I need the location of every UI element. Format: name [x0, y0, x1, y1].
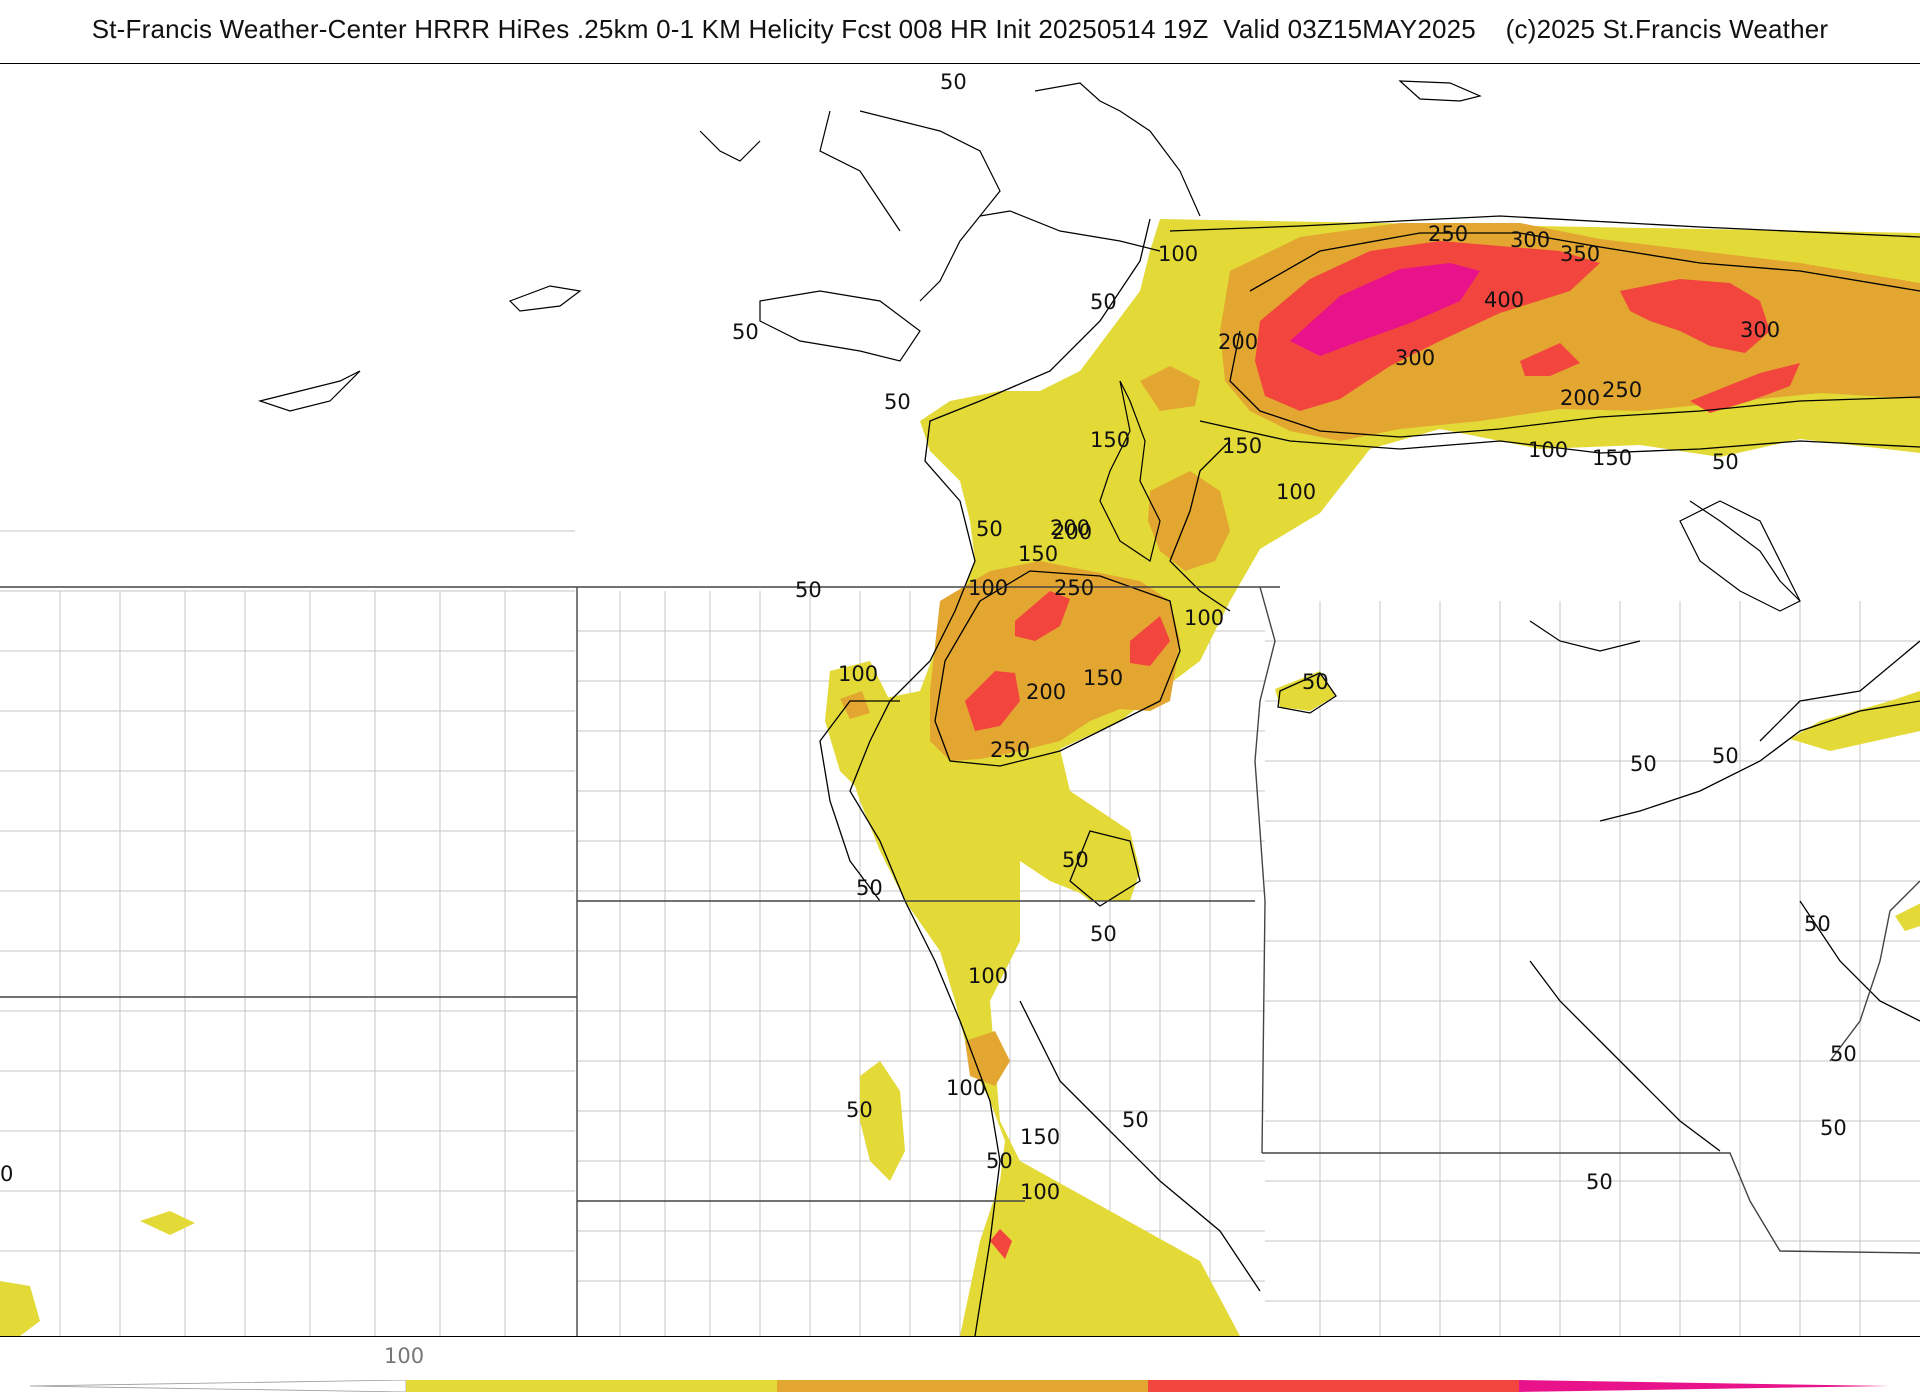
contour-label: 50 — [1712, 744, 1739, 768]
helicity-map: 50 100 50 50 50 50 50 150 200 150 100 20… — [0, 63, 1920, 1337]
colorbar-tick-label: 100 — [384, 1344, 425, 1368]
helicity-contours — [819, 215, 1920, 1336]
contour-label: 250 — [990, 738, 1030, 762]
contour-label: 200 — [1052, 520, 1092, 544]
contour-label: 50 — [884, 390, 911, 414]
contour-label: 50 — [1090, 290, 1117, 314]
contour-label: 200 — [1026, 680, 1066, 704]
colorbar-bin-1 — [406, 1380, 777, 1392]
contour-label: 50 — [1712, 450, 1739, 474]
contour-label: 200 — [1218, 330, 1258, 354]
contour-label: 100 — [1020, 1180, 1060, 1204]
contour-label: 50 — [846, 1098, 873, 1122]
contour-label: 150 — [1592, 446, 1632, 470]
contour-label: 100 — [1276, 480, 1316, 504]
contour-label: 250 — [1602, 378, 1642, 402]
contour-label: 50 — [1820, 1116, 1847, 1140]
contour-label: 100 — [946, 1076, 986, 1100]
contour-label: 100 — [968, 576, 1008, 600]
contour-label: 50 — [1122, 1108, 1149, 1132]
contour-label: 50 — [940, 70, 967, 94]
contour-label: 50 — [1586, 1170, 1613, 1194]
contour-label: 50 — [1830, 1042, 1857, 1066]
contour-label: 50 — [732, 320, 759, 344]
contour-label: 100 — [838, 662, 878, 686]
contour-label: 200 — [1560, 386, 1600, 410]
contour-label: 250 — [1428, 222, 1468, 246]
state-borders — [0, 586, 1920, 1336]
colorbar-bin-0 — [30, 1380, 407, 1392]
contour-labels: 50 100 50 50 50 50 50 150 200 150 100 20… — [0, 70, 1857, 1204]
colorbar-bin-2 — [777, 1380, 1148, 1392]
contour-label: 50 — [856, 876, 883, 900]
contour-label: 50 — [1302, 670, 1329, 694]
contour-label: 300 — [1740, 318, 1780, 342]
contour-label: 100 — [1184, 606, 1224, 630]
map-title: St-Francis Weather-Center HRRR HiRes .25… — [91, 14, 1829, 44]
contour-label: 0 — [0, 1162, 13, 1186]
contour-label: 50 — [1630, 752, 1657, 776]
contour-label: 50 — [976, 517, 1003, 541]
contour-label: 150 — [1018, 542, 1058, 566]
contour-label: 100 — [1158, 242, 1198, 266]
contour-label: 150 — [1222, 434, 1262, 458]
contour-label: 50 — [795, 578, 822, 602]
helicity-fill-300 — [965, 241, 1800, 1259]
contour-label: 300 — [1510, 228, 1550, 252]
contour-label: 250 — [1054, 576, 1094, 600]
contour-label: 50 — [1804, 912, 1831, 936]
colorbar — [30, 1380, 1890, 1392]
contour-label: 100 — [968, 964, 1008, 988]
contour-label: 200 — [1050, 516, 1090, 540]
contour-label: 350 — [1560, 242, 1600, 266]
contour-label: 150 — [1020, 1125, 1060, 1149]
contour-label: 50 — [986, 1149, 1013, 1173]
contour-label: 50 — [1090, 922, 1117, 946]
helicity-fill-400 — [1290, 263, 1480, 356]
colorbar-bin-3 — [1148, 1380, 1519, 1392]
lake-outlines — [257, 80, 1801, 652]
contour-label: 150 — [1090, 428, 1130, 452]
contour-label: 400 — [1484, 288, 1524, 312]
contour-label: 300 — [1395, 346, 1435, 370]
contour-label: 150 — [1083, 666, 1123, 690]
colorbar-bin-4 — [1519, 1380, 1890, 1392]
contour-label: 100 — [1528, 438, 1568, 462]
contour-label: 50 — [1062, 848, 1089, 872]
